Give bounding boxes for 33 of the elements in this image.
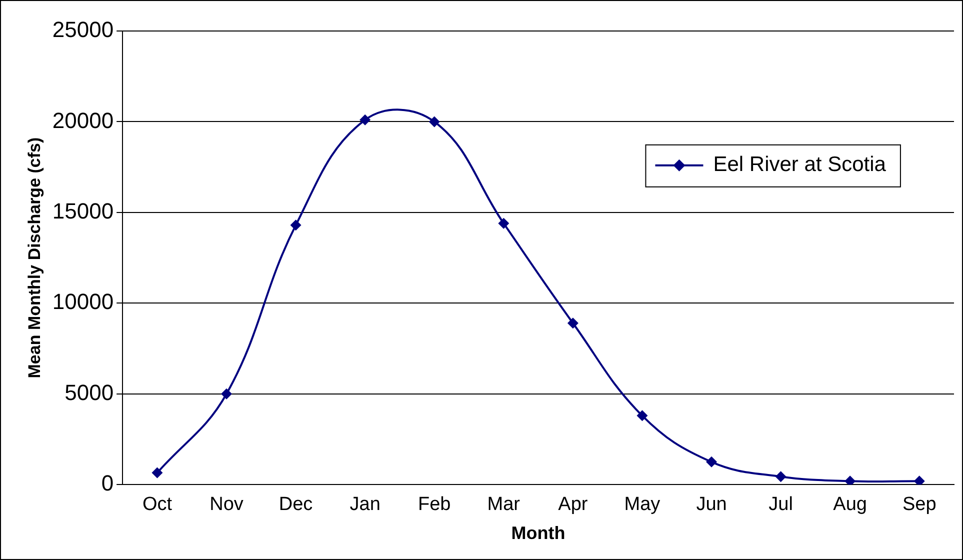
point	[498, 218, 510, 229]
x-tick-label: Jul	[768, 494, 793, 516]
y-tick-label: 0	[101, 470, 114, 496]
point	[221, 388, 232, 400]
x-tick-label: Jun	[696, 494, 727, 516]
x-tick-label: Nov	[210, 494, 244, 516]
point	[914, 476, 925, 485]
y-tick-label: 15000	[52, 198, 114, 224]
x-tick-label: Apr	[558, 494, 588, 516]
point	[844, 476, 856, 485]
x-tick-label: Feb	[418, 494, 451, 516]
x-tick-label: Sep	[902, 494, 936, 516]
legend-label: Eel River at Scotia	[713, 153, 886, 176]
x-tick-label: Aug	[833, 494, 867, 516]
y-tick-label: 25000	[52, 17, 114, 42]
x-tick-label: Jan	[350, 494, 380, 516]
point	[775, 471, 786, 482]
point	[567, 318, 578, 329]
y-tick-label: 20000	[52, 108, 114, 133]
y-tick-label: 10000	[52, 289, 114, 314]
y-tick-label: 5000	[64, 380, 114, 405]
point	[360, 114, 371, 126]
point	[152, 467, 163, 478]
x-axis-title: Month	[511, 523, 566, 544]
x-tick-label: Dec	[278, 494, 313, 516]
x-tick-label: Oct	[142, 494, 173, 516]
point	[636, 410, 648, 422]
x-tick-label: Mar	[487, 494, 521, 516]
point	[428, 116, 440, 128]
x-tick-label: May	[624, 494, 661, 516]
point	[290, 220, 302, 231]
point	[706, 456, 717, 468]
y-axis-title: Mean Monthly Discharge (cfs)	[24, 137, 44, 378]
